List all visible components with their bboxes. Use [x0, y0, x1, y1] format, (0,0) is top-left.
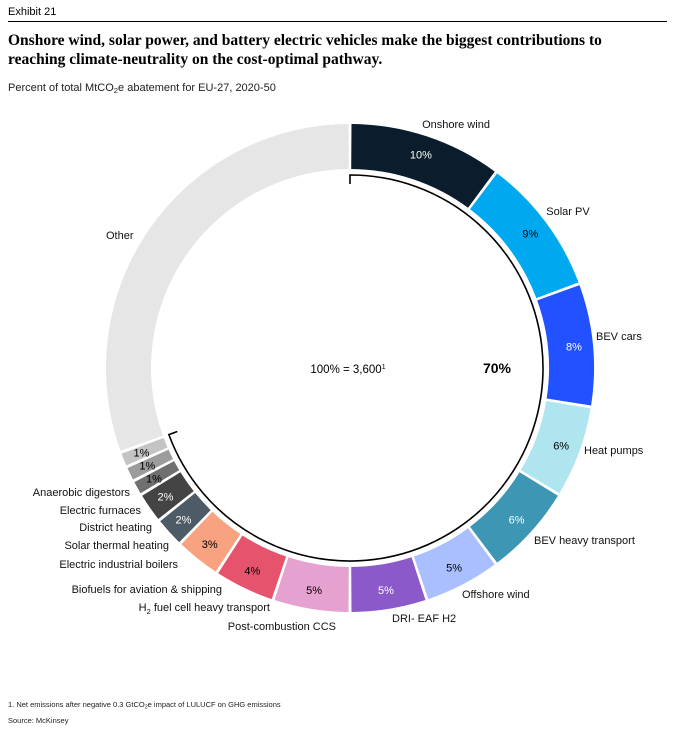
category-label-part: fuel cell heavy transport: [151, 602, 270, 614]
category-label-solar-pv: Solar PV: [546, 206, 590, 218]
value-label-electric-furnaces: 1%: [139, 461, 155, 473]
category-label-part: H: [139, 602, 147, 614]
slice-onshore-wind: [351, 124, 495, 208]
center-total-label: 100% = 3,6001: [310, 364, 385, 376]
value-label-solar-thermal-heating: 2%: [158, 492, 174, 504]
category-label-bev-cars: BEV cars: [596, 331, 642, 343]
slice-biofuels-for-aviation-shipping: [181, 511, 241, 572]
slice-electric-furnaces: [127, 449, 174, 480]
value-label-h2-fuel-cell-heavy-transport: 4%: [244, 566, 260, 578]
slice-anaerobic-digestors: [121, 437, 168, 466]
category-label-biofuels-for-aviation-shipping: Biofuels for aviation & shipping: [72, 584, 222, 596]
category-label-electric-furnaces: Electric furnaces: [60, 505, 142, 517]
slice-district-heating: [134, 461, 180, 494]
category-label-anaerobic-digestors: Anaerobic digestors: [33, 487, 131, 499]
category-label-offshore-wind: Offshore wind: [462, 589, 530, 601]
category-label-electric-industrial-boilers: Electric industrial boilers: [59, 559, 178, 571]
subtitle-text-1: Percent of total MtCO: [8, 82, 114, 94]
slice-h2-fuel-cell-heavy-transport: [218, 535, 287, 600]
slice-solar-pv: [469, 173, 579, 299]
slice-offshore-wind: [413, 528, 495, 600]
value-label-anaerobic-digestors: 1%: [133, 447, 149, 459]
footnote: 1. Net emissions after negative 0.3 GtCO…: [8, 700, 281, 711]
value-label-bev-cars: 8%: [566, 341, 582, 353]
category-label-post-combustion-ccs: Post-combustion CCS: [228, 621, 336, 633]
value-label-solar-pv: 9%: [522, 228, 538, 240]
value-label-onshore-wind: 10%: [410, 149, 432, 161]
bracket-total-label: 70%: [483, 360, 512, 376]
value-label-electric-industrial-boilers: 2%: [175, 514, 191, 526]
category-label-h2-fuel-cell-heavy-transport: H2 fuel cell heavy transport: [139, 602, 270, 616]
slice-dri-eaf-h2: [351, 557, 426, 612]
footnote-text-1: 1. Net emissions after negative 0.3 GtCO: [8, 700, 145, 709]
center-total-footnote-mark: 1: [382, 364, 386, 371]
slice-bev-cars: [537, 285, 594, 406]
slice-labels: 10% Onshore wind 9% Solar PV 8% BEV cars 6% Hea…: [33, 119, 644, 633]
footnote-text-2: e impact of LULUCF on GHG emissions: [147, 700, 281, 709]
category-label-subscript: 2: [147, 607, 151, 616]
category-label-heat-pumps: Heat pumps: [584, 445, 644, 457]
slice-solar-thermal-heating: [142, 472, 194, 519]
slice-electric-industrial-boilers: [160, 493, 211, 543]
category-label-bev-heavy-transport: BEV heavy transport: [534, 535, 635, 547]
value-label-post-combustion-ccs: 5%: [306, 585, 322, 597]
subtitle-text-2: e abatement for EU-27, 2020-50: [118, 82, 276, 94]
category-label-district-heating: District heating: [79, 522, 152, 534]
value-label-dri-eaf-h2: 5%: [378, 585, 394, 597]
chart-title: Onshore wind, solar power, and battery e…: [8, 32, 602, 68]
category-label-solar-thermal-heating: Solar thermal heating: [64, 540, 169, 552]
slice-bev-heavy-transport: [469, 472, 558, 563]
header-rule: [8, 21, 667, 22]
value-label-offshore-wind: 5%: [446, 562, 462, 574]
value-label-bev-heavy-transport: 6%: [509, 514, 525, 526]
slice-post-combustion-ccs: [274, 557, 349, 612]
slice-heat-pumps: [520, 400, 591, 494]
subtitle-subscript: 2: [113, 85, 119, 95]
exhibit-label: Exhibit 21: [8, 6, 57, 18]
slice-other: [106, 124, 349, 451]
donut-slices: [106, 124, 594, 612]
value-label-district-heating: 1%: [146, 473, 162, 485]
total-bracket-arc: [167, 174, 544, 562]
category-label-other: Other: [106, 230, 134, 242]
category-label-onshore-wind: Onshore wind: [422, 119, 490, 131]
center-total-text: 100% = 3,600: [310, 364, 381, 376]
chart-subtitle: Percent of total MtCO2e abatement for EU…: [8, 82, 276, 94]
footnote-subscript: 2: [144, 704, 148, 711]
value-label-biofuels-for-aviation-shipping: 3%: [202, 539, 218, 551]
source-note: Source: McKinsey: [8, 716, 69, 725]
value-label-heat-pumps: 6%: [553, 441, 569, 453]
category-label-dri-eaf-h2: DRI- EAF H2: [392, 613, 456, 625]
